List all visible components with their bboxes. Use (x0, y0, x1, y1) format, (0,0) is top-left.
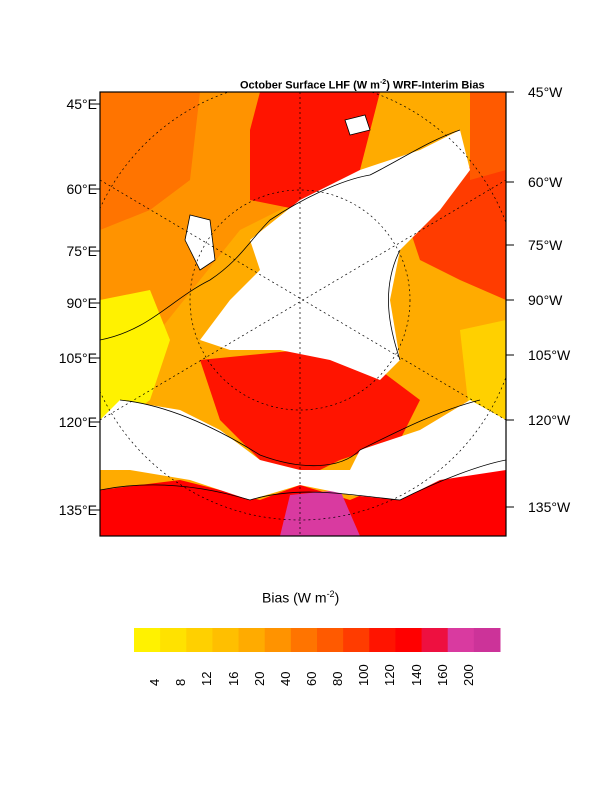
lon-label-right: 105°W (528, 347, 571, 363)
map-title-exponent: -2 (379, 79, 387, 86)
bias-region (280, 490, 360, 536)
coastline (388, 249, 401, 361)
colorbar-tick-label: 100 (356, 664, 372, 686)
bias-region (100, 290, 170, 430)
lon-label-right: 60°W (528, 174, 563, 190)
colorbar-tick-label: 12 (199, 671, 215, 686)
island (344, 114, 371, 136)
map-title: October Surface LHF (W m-2) WRF-Interim … (240, 79, 485, 92)
coastline (119, 399, 481, 467)
land-area (100, 400, 506, 500)
lon-label-left: 90°E (66, 295, 97, 311)
graticule (100, 92, 506, 536)
colorbar-tick-label: 200 (460, 664, 476, 686)
sea-ice-area (200, 130, 470, 380)
colorbar-title: Bias (W m-2) (262, 589, 339, 606)
lon-label-left: 45°E (66, 96, 97, 112)
island (184, 214, 216, 271)
lon-label-right: 135°W (528, 499, 571, 515)
lon-label-left: 60°E (66, 181, 97, 197)
colorbar-tick-label: 40 (277, 671, 293, 686)
lon-label-left: 105°E (58, 350, 97, 366)
colorbar-title-tail: ) (334, 589, 340, 606)
lon-label-right: 90°W (528, 292, 563, 308)
coastline (100, 459, 506, 501)
coastline (100, 129, 461, 341)
bias-region (100, 92, 200, 230)
map-title-tail: ) WRF-Interim Bias (386, 79, 485, 92)
lon-label-right: 120°W (528, 412, 571, 428)
lon-label-right: 75°W (528, 237, 563, 253)
colorbar-tick-label: 120 (382, 664, 398, 686)
lon-label-left: 135°E (58, 502, 97, 518)
lon-label-right: 45°W (528, 84, 563, 100)
axis-ticks (92, 91, 514, 511)
colorbar-tick-label: 8 (173, 678, 189, 686)
bias-region (470, 92, 506, 180)
colorbar-tick-label: 80 (330, 671, 346, 686)
colorbar-title-exponent: -2 (326, 589, 335, 599)
colorbar-title-main: Bias (W m (262, 589, 327, 606)
map-title-main: October Surface LHF (W m (240, 79, 380, 92)
map-frame (99, 91, 507, 537)
colorbar-tick-label: 160 (434, 664, 450, 686)
colorbar-tick-label: 16 (225, 671, 241, 686)
lon-label-left: 120°E (58, 414, 97, 430)
colorbar-tick-label: 140 (408, 664, 424, 686)
colorbar-tick-label: 4 (147, 678, 163, 686)
colorbar-tick-label: 60 (304, 671, 319, 686)
colorbar-tick-label: 20 (251, 671, 267, 686)
lon-label-left: 75°E (66, 243, 97, 259)
